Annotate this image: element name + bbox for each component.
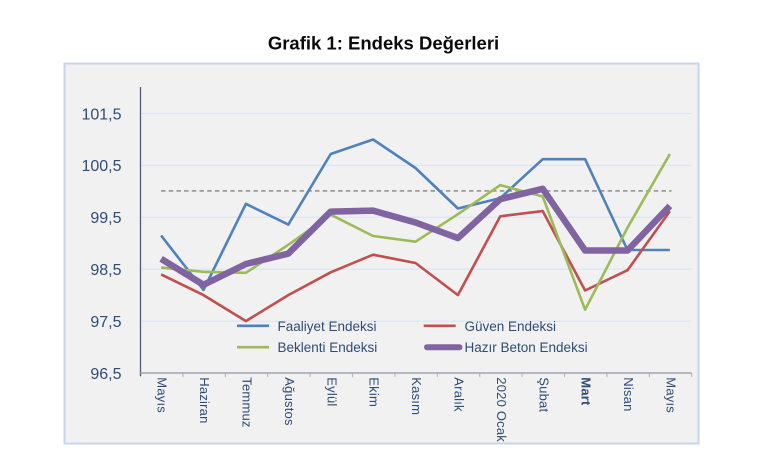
svg-text:97,5: 97,5 [90,314,121,331]
svg-text:Mart: Mart [579,377,594,406]
svg-text:Ekim: Ekim [367,377,382,407]
svg-text:Eylül: Eylül [324,377,339,406]
svg-text:Grafik 1: Endeks Değerleri: Grafik 1: Endeks Değerleri [268,33,499,54]
svg-text:2020 Ocak: 2020 Ocak [494,377,509,442]
svg-text:101,5: 101,5 [81,106,121,123]
svg-text:Güven Endeksi: Güven Endeksi [465,319,557,334]
svg-text:96,5: 96,5 [90,366,121,383]
svg-text:Temmuz: Temmuz [240,377,255,427]
svg-text:Beklenti Endeksi: Beklenti Endeksi [278,340,378,355]
svg-text:Mayıs: Mayıs [155,377,170,413]
svg-text:98,5: 98,5 [90,262,121,279]
svg-text:Nisan: Nisan [621,377,636,411]
svg-text:99,5: 99,5 [90,210,121,227]
svg-text:Şubat: Şubat [536,377,551,412]
svg-text:Kasım: Kasım [409,377,424,415]
svg-text:100,5: 100,5 [81,158,121,175]
svg-text:Mayıs: Mayıs [664,377,679,413]
svg-text:Faaliyet Endeksi: Faaliyet Endeksi [278,319,377,334]
svg-text:Hazır Beton Endeksi: Hazır Beton Endeksi [465,340,588,355]
svg-text:Ağustos: Ağustos [282,377,297,426]
svg-text:Aralık: Aralık [452,377,467,412]
svg-text:Haziran: Haziran [197,377,212,423]
